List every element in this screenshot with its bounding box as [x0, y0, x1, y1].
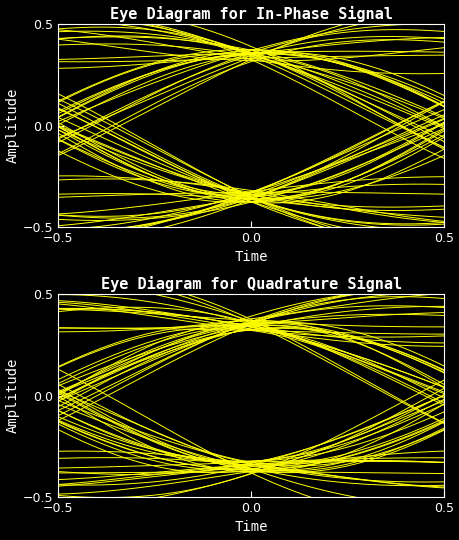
X-axis label: Time: Time [234, 251, 267, 265]
Y-axis label: Amplitude: Amplitude [6, 88, 20, 163]
Y-axis label: Amplitude: Amplitude [6, 358, 20, 433]
X-axis label: Time: Time [234, 521, 267, 535]
Title: Eye Diagram for In-Phase Signal: Eye Diagram for In-Phase Signal [109, 5, 392, 22]
Title: Eye Diagram for Quadrature Signal: Eye Diagram for Quadrature Signal [100, 275, 401, 292]
